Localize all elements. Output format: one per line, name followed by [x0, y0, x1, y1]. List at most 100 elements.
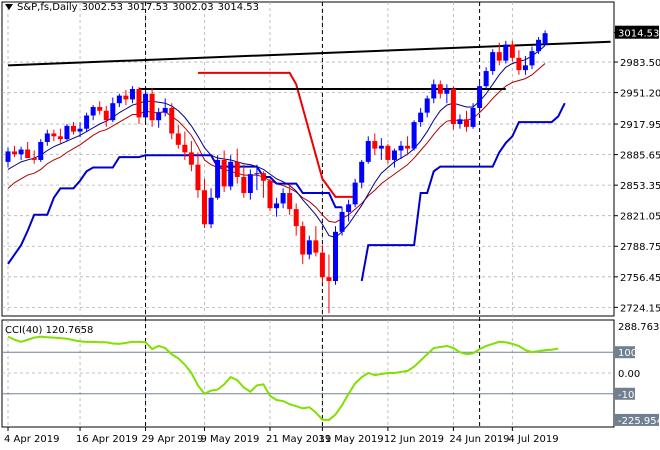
candle-body — [247, 174, 253, 194]
candle-body — [522, 65, 528, 71]
candle-body — [274, 203, 280, 209]
candle-body — [162, 107, 168, 113]
cci-level-box — [615, 346, 635, 359]
price-tick-label: 2853.35 — [620, 181, 660, 192]
cci-label: CCI(40) — [5, 325, 43, 336]
chart-header: S&P,fs,Daily 3002.53 3017.53 3002.03 3014.53 — [3, 2, 263, 13]
price-tick-label: 2983.50 — [620, 58, 660, 69]
candle-body — [490, 52, 496, 72]
candle-body — [352, 182, 358, 205]
symbol-label: S&P,fs,Daily — [17, 2, 78, 13]
candle-body — [260, 173, 266, 181]
support-stair-blue-2 — [360, 102, 566, 282]
candle-body — [5, 151, 11, 162]
close-value: 3014.53 — [217, 2, 260, 13]
candle-body — [470, 107, 476, 127]
candle-body — [175, 133, 181, 145]
candle-body — [25, 149, 31, 159]
dropdown-triangle-icon[interactable] — [5, 4, 13, 10]
candle-body — [169, 107, 175, 134]
open-value: 3002.53 — [81, 2, 123, 13]
candle-body — [424, 98, 430, 113]
candle-body — [90, 106, 96, 116]
candle-body — [339, 211, 345, 232]
candle-body — [346, 204, 352, 212]
candle-body — [359, 161, 365, 183]
candle-body — [516, 57, 522, 71]
candle-body — [77, 128, 83, 132]
candle-body — [31, 158, 37, 160]
cci-tick-label: 0.00 — [618, 369, 640, 380]
candle-body — [97, 106, 103, 111]
support-stair-blue — [7, 154, 343, 265]
time-tick-label: 16 Apr 2019 — [76, 434, 138, 445]
candle-body — [195, 164, 201, 191]
candle-body — [287, 193, 293, 210]
candle-body — [333, 231, 338, 282]
price-tick-label: 2917.95 — [620, 120, 660, 131]
time-tick-label: 4 Apr 2019 — [4, 434, 59, 445]
candle-body — [188, 152, 194, 165]
price-tick-label: 2885.65 — [620, 151, 660, 162]
candle-body — [143, 93, 149, 118]
candle-body — [51, 133, 57, 137]
candle-body — [411, 122, 417, 149]
cci-level-box — [615, 387, 635, 400]
candle-body — [503, 44, 509, 61]
candle-body — [300, 226, 306, 255]
high-value: 3017.53 — [126, 2, 169, 13]
cci-value: 120.7658 — [45, 325, 94, 336]
candle-body — [536, 39, 542, 52]
candle-body — [116, 95, 122, 104]
candle-body — [18, 149, 24, 155]
candle-body — [149, 93, 155, 121]
candle-body — [182, 144, 188, 153]
cci-tick-label: -100 — [618, 390, 641, 401]
candle-body — [241, 176, 247, 194]
candle-body — [444, 89, 450, 94]
resistance-stair-red — [197, 71, 356, 198]
cci-tick-label: 100 — [618, 348, 637, 359]
candle-body — [254, 173, 260, 175]
cci-indicator — [2, 335, 614, 421]
cci-tick-label: 288.7637 — [618, 322, 660, 333]
price-tick-label: 2724.15 — [620, 303, 660, 314]
time-tick-label: 24 Jun 2019 — [449, 434, 509, 445]
price-tick-label: 2821.05 — [620, 212, 660, 223]
candle-body — [477, 86, 483, 108]
candle-body — [123, 95, 129, 100]
cci-header: CCI(40) 120.7658 — [5, 325, 93, 336]
candle-body — [542, 33, 548, 45]
candle-body — [437, 84, 443, 94]
candle-body — [64, 125, 70, 140]
main-panel-bg — [1, 1, 615, 317]
candle-body — [483, 71, 489, 87]
candle-body — [313, 240, 319, 253]
candle-body — [464, 119, 469, 127]
time-tick-label: 29 Apr 2019 — [142, 434, 204, 445]
candle-body — [267, 180, 273, 209]
candle-body — [44, 133, 50, 142]
time-tick-label: 21 May 2019 — [266, 434, 331, 445]
cci-panel-bg — [1, 319, 615, 428]
candle-body — [398, 145, 404, 151]
candle-body — [378, 145, 384, 149]
candle-body — [457, 119, 463, 125]
candle-body — [57, 136, 63, 140]
candle-body — [431, 84, 437, 99]
current-price-box — [615, 25, 659, 39]
candle-body — [228, 161, 234, 187]
candlesticks[interactable] — [5, 30, 548, 314]
price-axis: 3014.53 2983.50 2951.20 2917.95 2885.65 2853.… — [614, 25, 660, 314]
candle-body — [450, 89, 456, 125]
candle-body — [385, 145, 391, 160]
price-tick-label: 2951.20 — [620, 89, 660, 100]
current-price-label: 3014.53 — [618, 29, 659, 40]
candle-body — [12, 151, 18, 155]
candle-body — [418, 112, 424, 123]
candle-body — [38, 141, 44, 160]
candle-body — [405, 145, 411, 149]
candle-body — [391, 150, 397, 160]
